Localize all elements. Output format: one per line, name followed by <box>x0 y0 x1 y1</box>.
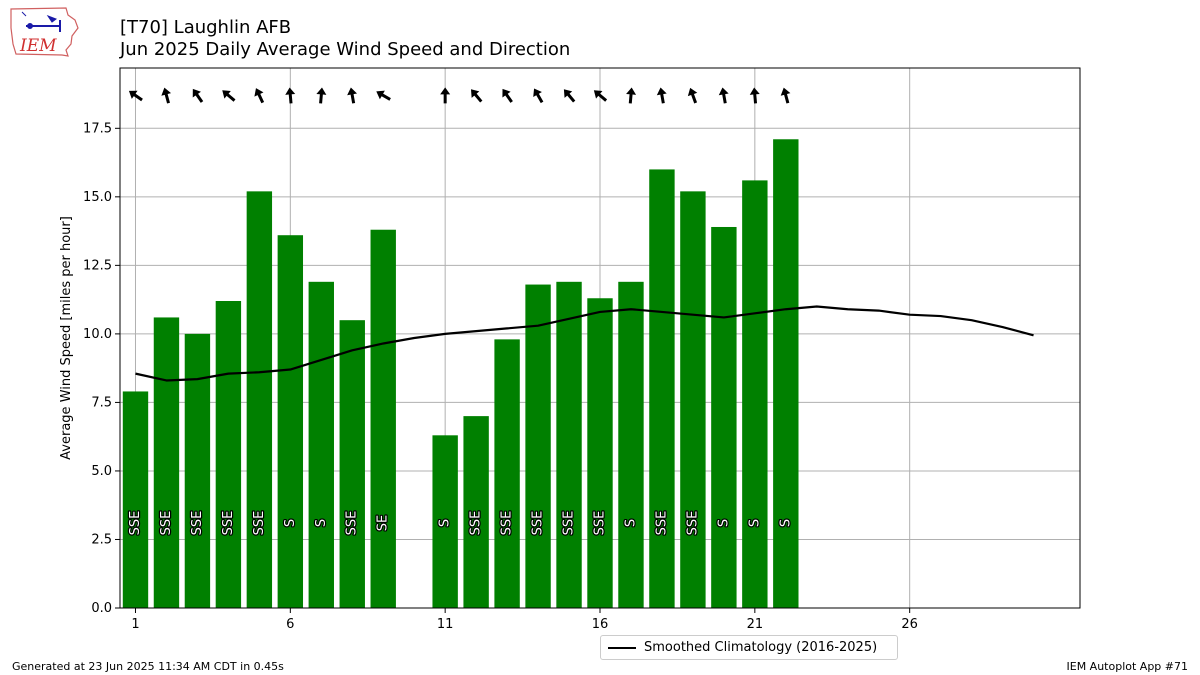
generated-timestamp: Generated at 23 Jun 2025 11:34 AM CDT in… <box>12 660 284 673</box>
direction-label: SSE <box>654 511 669 536</box>
direction-label: S <box>747 519 762 527</box>
direction-label: S <box>716 519 731 527</box>
bar <box>680 191 706 608</box>
bar <box>556 281 582 608</box>
wind-arrow <box>626 87 637 104</box>
legend: Smoothed Climatology (2016-2025) <box>600 635 898 660</box>
direction-label: SSE <box>593 511 608 536</box>
bar <box>587 298 613 608</box>
bar <box>432 435 458 608</box>
wind-arrow <box>718 87 729 104</box>
climatology-line <box>135 305 1034 382</box>
bar <box>525 284 551 608</box>
app-credit: IEM Autoplot App #71 <box>1066 660 1189 673</box>
direction-label: SSE <box>469 511 484 536</box>
wind-arrow <box>563 89 576 103</box>
direction-label: SSE <box>159 511 174 536</box>
wind-arrow <box>593 90 608 102</box>
x-tick-label: 26 <box>901 617 918 630</box>
y-tick-label: 2.5 <box>91 532 112 547</box>
wind-arrow <box>687 87 698 104</box>
bar <box>246 191 273 608</box>
weather-instrument-icon <box>21 11 61 32</box>
wind-arrow <box>470 89 483 103</box>
x-tick-label: 21 <box>747 617 764 630</box>
y-tick-label: 12.5 <box>83 258 112 273</box>
direction-label: S <box>623 519 638 527</box>
bar <box>153 317 180 608</box>
bar <box>370 229 396 608</box>
y-tick-label: 0.0 <box>91 601 112 616</box>
direction-label: SSE <box>221 511 236 536</box>
wind-arrow <box>749 87 760 104</box>
y-tick-label: 7.5 <box>91 395 112 410</box>
direction-label: SSE <box>345 511 360 536</box>
direction-label: SSE <box>190 511 205 536</box>
direction-label: SSE <box>128 511 143 536</box>
x-tick-label: 1 <box>131 617 139 630</box>
chart-subtitle: Jun 2025 Daily Average Wind Speed and Di… <box>120 39 571 60</box>
bar <box>773 139 799 608</box>
direction-label: S <box>438 519 453 527</box>
x-tick-label: 16 <box>592 617 609 630</box>
wind-arrow <box>161 87 172 104</box>
y-tick-label: 15.0 <box>83 190 112 205</box>
iem-logo: IEM <box>10 7 79 57</box>
chart-title: [T70] Laughlin AFB <box>120 17 292 38</box>
bar <box>339 320 365 608</box>
direction-label: SSE <box>562 511 577 536</box>
logo-text: IEM <box>19 36 57 56</box>
y-tick-label: 10.0 <box>83 327 112 342</box>
direction-label: SSE <box>500 511 515 536</box>
wind-arrow <box>502 88 513 103</box>
wind-arrow <box>254 88 265 104</box>
bar <box>277 235 304 608</box>
bar <box>649 169 675 608</box>
x-tick-label: 6 <box>286 617 294 630</box>
direction-label: S <box>283 519 298 527</box>
y-tick-label: 17.5 <box>83 121 112 136</box>
wind-arrow <box>128 90 143 102</box>
wind-arrow <box>316 87 327 104</box>
direction-label: SE <box>376 515 391 531</box>
y-axis-label: Average Wind Speed [miles per hour] <box>59 216 74 460</box>
x-tick-label: 11 <box>437 617 454 630</box>
bar <box>215 300 242 608</box>
direction-label: SSE <box>252 511 267 536</box>
bar <box>184 333 211 608</box>
wind-arrow <box>222 90 236 102</box>
legend-line-swatch <box>608 646 636 649</box>
bar <box>618 281 644 608</box>
wind-arrow <box>192 88 204 103</box>
y-tick-label: 5.0 <box>91 464 112 479</box>
wind-chart: SSE SSE SSE SSE SSE S S SSE SE S SSE SSE SSE SSE SSE S S… <box>59 67 1081 630</box>
direction-label: SSE <box>531 511 546 536</box>
legend-label: Smoothed Climatology (2016-2025) <box>644 640 878 655</box>
iowa-outline-icon <box>10 7 79 57</box>
wind-arrow <box>656 87 667 104</box>
bar <box>463 416 489 608</box>
direction-label: S <box>778 519 793 527</box>
wind-arrow <box>285 87 296 104</box>
bar <box>742 180 768 608</box>
bar <box>122 391 149 608</box>
bar <box>711 226 737 608</box>
wind-arrow <box>780 87 791 104</box>
direction-label: S <box>314 519 329 527</box>
direction-label: SSE <box>685 511 700 536</box>
wind-arrow <box>376 90 391 101</box>
wind-arrow <box>347 87 358 104</box>
bar <box>308 281 334 608</box>
wind-arrow <box>440 87 451 104</box>
wind-arrow <box>533 88 544 104</box>
bar <box>494 339 520 608</box>
